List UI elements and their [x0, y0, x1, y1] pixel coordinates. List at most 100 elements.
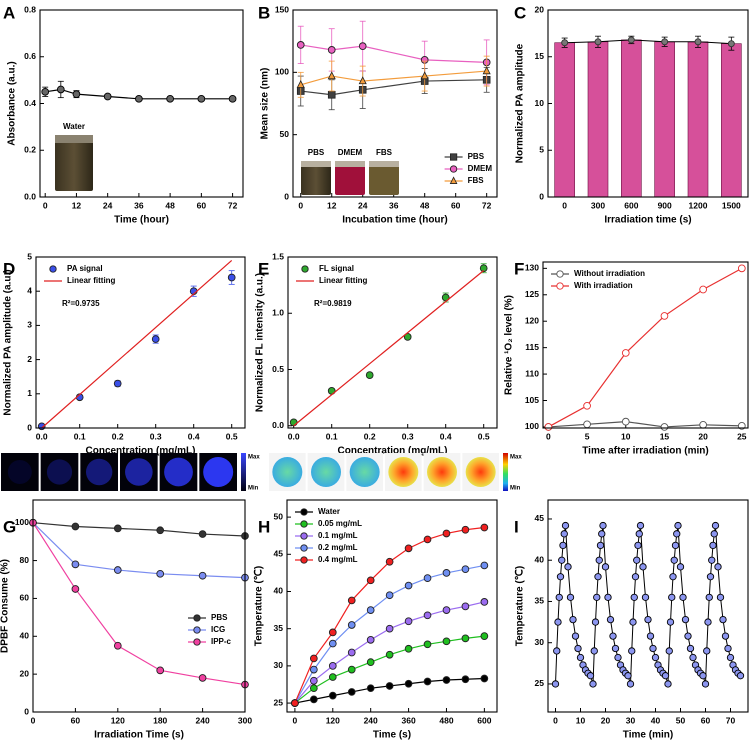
marker [423, 640, 432, 649]
x-tick-label: 0.1 [74, 431, 86, 441]
marker [703, 647, 711, 655]
marker [561, 39, 569, 47]
marker [681, 615, 690, 624]
vial-label: PBS [308, 148, 325, 157]
marker [674, 521, 682, 530]
marker [300, 556, 308, 564]
panel-letter: D [3, 259, 15, 278]
x-tick-label: 1200 [689, 200, 708, 210]
y-tick-label: 35 [535, 596, 545, 606]
x-tick-label: 12 [327, 200, 337, 210]
x-tick-label: 24 [103, 200, 113, 210]
y-tick-label: 120 [525, 315, 539, 325]
y-tick-label: 0.6 [24, 51, 36, 61]
marker [113, 566, 122, 574]
x-tick-label: 25 [737, 431, 747, 441]
x-tick-label: 0 [298, 200, 303, 210]
x-tick-label: 10 [621, 431, 631, 441]
y-tick-label: 25 [535, 678, 545, 688]
marker [676, 563, 685, 571]
marker [689, 653, 697, 662]
legend-label: Water [318, 507, 340, 516]
marker [558, 556, 566, 564]
marker [586, 672, 595, 680]
marker [480, 523, 489, 532]
marker [671, 541, 680, 550]
x-tick-label: 0.2 [364, 431, 376, 441]
marker [442, 606, 451, 614]
plot-frame [39, 9, 244, 198]
marker [156, 526, 165, 535]
marker [561, 521, 570, 530]
x-axis-label: Concentration (mg/mL) [86, 446, 196, 457]
series-line [41, 259, 233, 429]
x-tick-label: 0 [43, 200, 48, 210]
marker [480, 598, 489, 606]
marker [611, 644, 620, 653]
marker [591, 618, 600, 626]
y-tick-label: 0.2 [24, 145, 36, 155]
y-tick-label: 10 [535, 98, 545, 108]
image-spot [427, 457, 457, 487]
marker [569, 615, 577, 624]
x-tick-label: 360 [401, 715, 415, 725]
marker [636, 521, 645, 530]
marker [604, 593, 612, 601]
marker [661, 38, 669, 46]
x-axis-label: Time (hour) [114, 215, 169, 226]
image-spot [349, 457, 380, 487]
x-tick-label: 900 [658, 200, 672, 210]
r-squared: R²=0.9735 [62, 299, 100, 308]
marker [634, 541, 642, 550]
legend-label: Without irradiation [574, 269, 645, 278]
x-tick-label: 60 [197, 200, 207, 210]
y-tick-label: 105 [525, 395, 539, 405]
y-tick-label: 45 [535, 513, 545, 523]
marker [727, 40, 735, 48]
panel-letter: C [514, 3, 526, 22]
series-line [555, 525, 741, 685]
y-tick-label: 20 [535, 4, 545, 14]
marker [366, 684, 375, 693]
marker [347, 665, 356, 674]
marker [633, 556, 641, 564]
vial-cap [55, 135, 93, 143]
x-tick-label: 480 [439, 715, 453, 725]
legend-label: Linear fitting [319, 276, 368, 285]
panel-letter: E [258, 259, 269, 278]
marker [609, 632, 617, 640]
marker [641, 593, 650, 601]
marker [699, 420, 707, 429]
marker [366, 606, 375, 614]
legend-label: FL signal [319, 264, 354, 273]
marker [566, 593, 575, 601]
x-tick-label: 10 [576, 715, 586, 725]
marker [554, 618, 562, 626]
marker [631, 573, 640, 581]
marker [555, 593, 563, 601]
bar [654, 41, 675, 198]
y-tick-label: 60 [20, 593, 30, 603]
legend-label: 0.1 mg/mL [318, 531, 358, 540]
vial-image [55, 135, 93, 191]
marker [198, 674, 207, 682]
marker [576, 653, 585, 662]
x-axis-label: Irradiation time (s) [604, 215, 691, 226]
x-tick-label: 0.4 [188, 431, 200, 441]
legend-label: PBS [211, 613, 228, 622]
marker [635, 530, 643, 538]
marker [626, 680, 635, 688]
y-axis-label: Absorbance (a.u.) [7, 61, 18, 145]
y-tick-label: 15 [535, 51, 545, 61]
marker [639, 563, 647, 571]
marker [327, 46, 336, 54]
marker [366, 635, 375, 644]
x-tick-label: 36 [134, 200, 144, 210]
marker [560, 530, 568, 538]
marker [328, 628, 337, 637]
y-tick-label: 50 [274, 511, 284, 521]
plot-frame [35, 256, 246, 429]
x-tick-label: 20 [601, 715, 611, 725]
marker [737, 264, 746, 273]
marker [423, 677, 432, 686]
